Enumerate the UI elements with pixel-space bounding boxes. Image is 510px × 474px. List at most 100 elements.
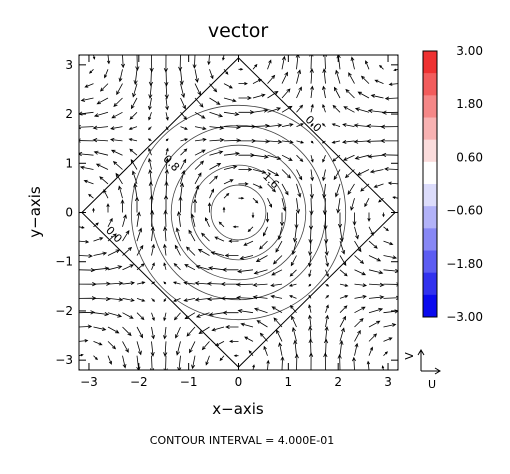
vector-arrow — [383, 337, 393, 342]
vector-arrow — [322, 85, 326, 99]
vector-arrow — [339, 226, 344, 243]
vector-arrow — [222, 55, 225, 61]
vector-arrow — [83, 179, 94, 185]
vector-arrow — [165, 157, 169, 170]
vector-arrow — [276, 329, 283, 342]
vector-arrow — [279, 212, 285, 227]
vector-arrow — [107, 265, 123, 271]
colorbar-swatch — [423, 161, 437, 185]
vector-arrow — [383, 295, 398, 300]
vector-arrow — [148, 147, 152, 156]
vector-arrow — [381, 110, 398, 115]
vector-arrow — [106, 55, 111, 65]
vector-arrow — [368, 226, 374, 236]
vector-arrows — [79, 55, 398, 370]
reference-u-label: U — [428, 378, 436, 391]
vector-arrow — [93, 296, 111, 302]
vector-arrow — [237, 269, 254, 274]
vector-arrow — [238, 81, 248, 86]
vector-arrow — [310, 85, 314, 99]
vector-arrow — [368, 307, 384, 314]
vector-arrow — [252, 364, 255, 370]
vector-arrow — [209, 125, 225, 130]
vector-arrow — [335, 69, 341, 84]
vector-arrow — [166, 369, 167, 370]
vector-arrow — [324, 325, 329, 342]
vector-arrow — [128, 138, 138, 142]
vector-arrow — [208, 312, 225, 317]
vector-arrow — [122, 298, 135, 302]
vector-arrow — [308, 314, 312, 328]
vector-arrow — [223, 138, 242, 143]
colorbar-swatch — [423, 117, 437, 140]
x-axis-ticks: −3 −2 −1 0 1 2 3 — [80, 55, 392, 389]
vector-arrow — [368, 282, 385, 287]
vector-arrow — [113, 97, 123, 108]
vector-arrow — [270, 283, 283, 288]
vector-arrow — [107, 341, 117, 350]
vector-arrow — [122, 264, 135, 271]
vector-arrow — [107, 369, 108, 370]
vector-arrow — [336, 198, 341, 214]
vector-arrow — [79, 267, 96, 273]
vector-arrow — [132, 83, 138, 98]
vector-arrow — [165, 97, 169, 111]
vector-arrow — [151, 326, 155, 340]
vector-arrow — [388, 82, 398, 86]
contour-label: 0.0 — [103, 224, 125, 246]
vector-arrow — [192, 198, 198, 213]
vector-arrow — [95, 163, 109, 170]
vector-arrow — [79, 282, 97, 287]
vector-arrow — [281, 71, 288, 84]
vector-arrow — [180, 97, 186, 110]
vector-arrow — [122, 341, 129, 353]
vector-arrow — [291, 315, 297, 328]
vector-arrow — [339, 283, 349, 287]
vector-arrow — [92, 138, 109, 143]
vector-arrow — [110, 126, 123, 131]
vector-arrow — [323, 352, 328, 370]
vector-arrow — [110, 149, 123, 156]
vector-arrow — [190, 213, 196, 227]
vector-arrow — [192, 55, 197, 69]
vector-arrow — [397, 341, 398, 342]
vector-arrow — [252, 78, 262, 84]
vector-arrow — [150, 226, 155, 242]
vector-arrow — [206, 281, 225, 286]
vector-arrow — [273, 317, 283, 328]
vector-arrow — [296, 169, 303, 181]
vector-arrow — [243, 240, 254, 246]
vector-arrow — [267, 123, 283, 128]
colorbar-swatch — [423, 95, 437, 118]
vector-arrow — [183, 281, 196, 285]
vector-arrow — [163, 281, 167, 285]
vector-arrow — [209, 163, 222, 170]
reference-v-label: V — [403, 352, 416, 360]
vector-arrow — [310, 103, 314, 113]
vector-arrow — [93, 369, 94, 370]
vector-arrow — [281, 140, 294, 144]
vector-arrow — [373, 183, 384, 188]
vector-arrow — [368, 320, 381, 328]
vector-arrow — [214, 236, 225, 242]
y-tick-label: 3 — [65, 58, 73, 72]
vector-arrow — [136, 211, 141, 227]
vector-arrow — [165, 126, 169, 131]
vector-arrow — [339, 295, 349, 299]
vector-arrow — [368, 295, 385, 300]
vector-arrow — [194, 184, 200, 199]
vector-arrow — [115, 172, 123, 185]
vector-arrow — [122, 281, 136, 285]
vector-arrow — [383, 240, 394, 246]
vector-arrow — [178, 195, 183, 213]
vector-arrow — [180, 169, 186, 185]
vector-arrow — [308, 325, 313, 342]
vector-arrow — [332, 104, 341, 113]
vector-arrow — [397, 355, 398, 357]
vector-arrow — [180, 148, 188, 156]
vector-arrow — [109, 137, 123, 142]
vector-arrow — [148, 168, 153, 184]
vector-arrow — [322, 169, 326, 182]
vector-arrow — [342, 123, 355, 127]
